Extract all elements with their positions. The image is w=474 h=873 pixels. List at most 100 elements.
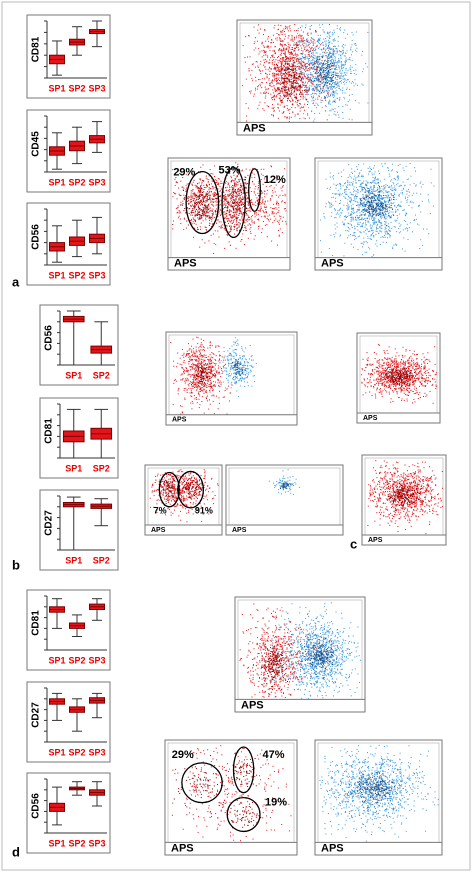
- scatter-plot: 7% 91% APS: [144, 464, 223, 536]
- x-axis-label: APS: [243, 123, 266, 135]
- gate-percentage: 12%: [264, 174, 286, 186]
- axis-label: CD56: [44, 325, 55, 351]
- axis-label: CD81: [31, 610, 42, 636]
- x-axis-label: APS: [174, 258, 197, 270]
- scatter-plot: 29% 47% 19% APS: [164, 739, 298, 856]
- panel-label: b: [12, 557, 20, 572]
- category-label: SP1: [65, 370, 82, 380]
- gate-percentage: 47%: [263, 749, 285, 761]
- scatter-points: [361, 343, 437, 404]
- scatter-points: [268, 469, 300, 495]
- scatter-plot: APS: [361, 454, 447, 546]
- scatter-plot: APS: [356, 332, 441, 424]
- category-label: SP1: [48, 655, 65, 665]
- axis-label: CD56: [31, 793, 42, 819]
- category-label: SP2: [68, 270, 85, 280]
- category-label: SP1: [48, 747, 65, 757]
- x-axis-label: APS: [171, 843, 194, 855]
- category-label: SP2: [93, 555, 110, 565]
- category-label: SP1: [65, 555, 82, 565]
- box-plot-frame: [26, 202, 111, 286]
- scatter-plot: APS: [165, 331, 298, 426]
- scatter-points: [320, 162, 435, 258]
- x-axis-label: APS: [368, 537, 383, 544]
- gate-percentage: 29%: [172, 749, 194, 761]
- category-label: SP3: [88, 655, 105, 665]
- gate: [221, 167, 246, 239]
- category-label: SP2: [93, 370, 110, 380]
- category-label: SP2: [93, 463, 110, 473]
- box-plot-frame: [26, 109, 111, 193]
- category-label: SP1: [48, 177, 65, 187]
- scatter-plot-area: [228, 467, 341, 526]
- gate: [248, 168, 261, 212]
- category-label: SP2: [68, 747, 85, 757]
- box-plot: CD56 SP1 SP2 SP3: [26, 772, 111, 854]
- category-label: SP1: [48, 838, 65, 848]
- x-axis-label: APS: [151, 527, 166, 534]
- category-label: SP3: [88, 747, 105, 757]
- gate: [181, 762, 223, 804]
- box-plot: CD56 SP1 SP2: [39, 304, 119, 386]
- gate: [158, 471, 180, 508]
- scatter-plot-area: [317, 160, 440, 258]
- scatter-points: [149, 469, 219, 523]
- gate-percentage: 19%: [265, 797, 287, 809]
- x-axis-label: APS: [172, 417, 187, 424]
- axis-label: CD27: [31, 702, 42, 728]
- scatter-plot-area: [239, 22, 370, 123]
- scatter-plot: APS: [314, 157, 443, 271]
- gate: [177, 470, 205, 509]
- box-plot-frame: [26, 14, 111, 99]
- category-label: SP2: [68, 83, 85, 93]
- box-plot: CD81 SP1 SP2 SP3: [26, 14, 111, 99]
- x-axis-label: APS: [321, 258, 344, 270]
- box-plot-frame: [26, 681, 111, 763]
- box-plot: CD81 SP1 SP2: [39, 397, 119, 479]
- gate-percentage: 29%: [173, 167, 195, 179]
- scatter-points: [242, 24, 369, 122]
- axis-label: CD81: [31, 36, 42, 62]
- scatter-plot: 29% 53% 12% APS: [167, 157, 291, 271]
- box-plot: CD27 SP1 SP2 SP3: [26, 681, 111, 763]
- scatter-points: [239, 602, 361, 699]
- category-label: SP1: [65, 463, 82, 473]
- category-label: SP2: [68, 655, 85, 665]
- panel-label: d: [12, 844, 20, 859]
- gate-percentage: 91%: [195, 506, 213, 516]
- panel-label: a: [12, 274, 20, 289]
- panel-label: c: [350, 536, 357, 551]
- axis-label: CD56: [31, 224, 42, 250]
- scatter-plot: APS: [234, 596, 366, 713]
- scatter-plot: APS: [314, 739, 443, 856]
- category-label: SP1: [48, 83, 65, 93]
- scatter-plot: APS: [236, 19, 373, 136]
- scatter-points: [171, 745, 292, 842]
- scatter-points: [172, 162, 287, 254]
- scatter-points: [319, 744, 439, 842]
- scatter-points: [170, 336, 257, 415]
- box-plot: CD81 SP1 SP2 SP3: [26, 589, 111, 671]
- box-plot: CD27 SP1 SP2: [39, 489, 119, 571]
- axis-label: CD45: [31, 131, 42, 157]
- x-axis-label: APS: [363, 415, 378, 422]
- category-label: SP3: [88, 177, 105, 187]
- box-plot: CD45 SP1 SP2 SP3: [26, 109, 111, 193]
- axis-label: CD27: [44, 510, 55, 536]
- box-plot: CD56 SP1 SP2 SP3: [26, 202, 111, 286]
- gate-percentage: 53%: [219, 165, 241, 177]
- category-label: SP3: [88, 838, 105, 848]
- category-label: SP2: [68, 177, 85, 187]
- gate: [226, 796, 261, 833]
- axis-label: CD81: [44, 418, 55, 444]
- scatter-points: [367, 460, 443, 535]
- scatter-plot: APS: [225, 464, 344, 536]
- x-axis-label: APS: [232, 527, 247, 534]
- category-label: SP3: [88, 83, 105, 93]
- gate: [185, 170, 220, 235]
- x-axis-label: APS: [321, 843, 344, 855]
- x-axis-label: APS: [241, 700, 264, 712]
- category-label: SP1: [48, 270, 65, 280]
- box-plot-frame: [26, 589, 111, 671]
